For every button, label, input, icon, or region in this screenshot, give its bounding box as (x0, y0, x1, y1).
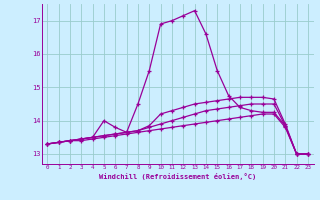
X-axis label: Windchill (Refroidissement éolien,°C): Windchill (Refroidissement éolien,°C) (99, 173, 256, 180)
